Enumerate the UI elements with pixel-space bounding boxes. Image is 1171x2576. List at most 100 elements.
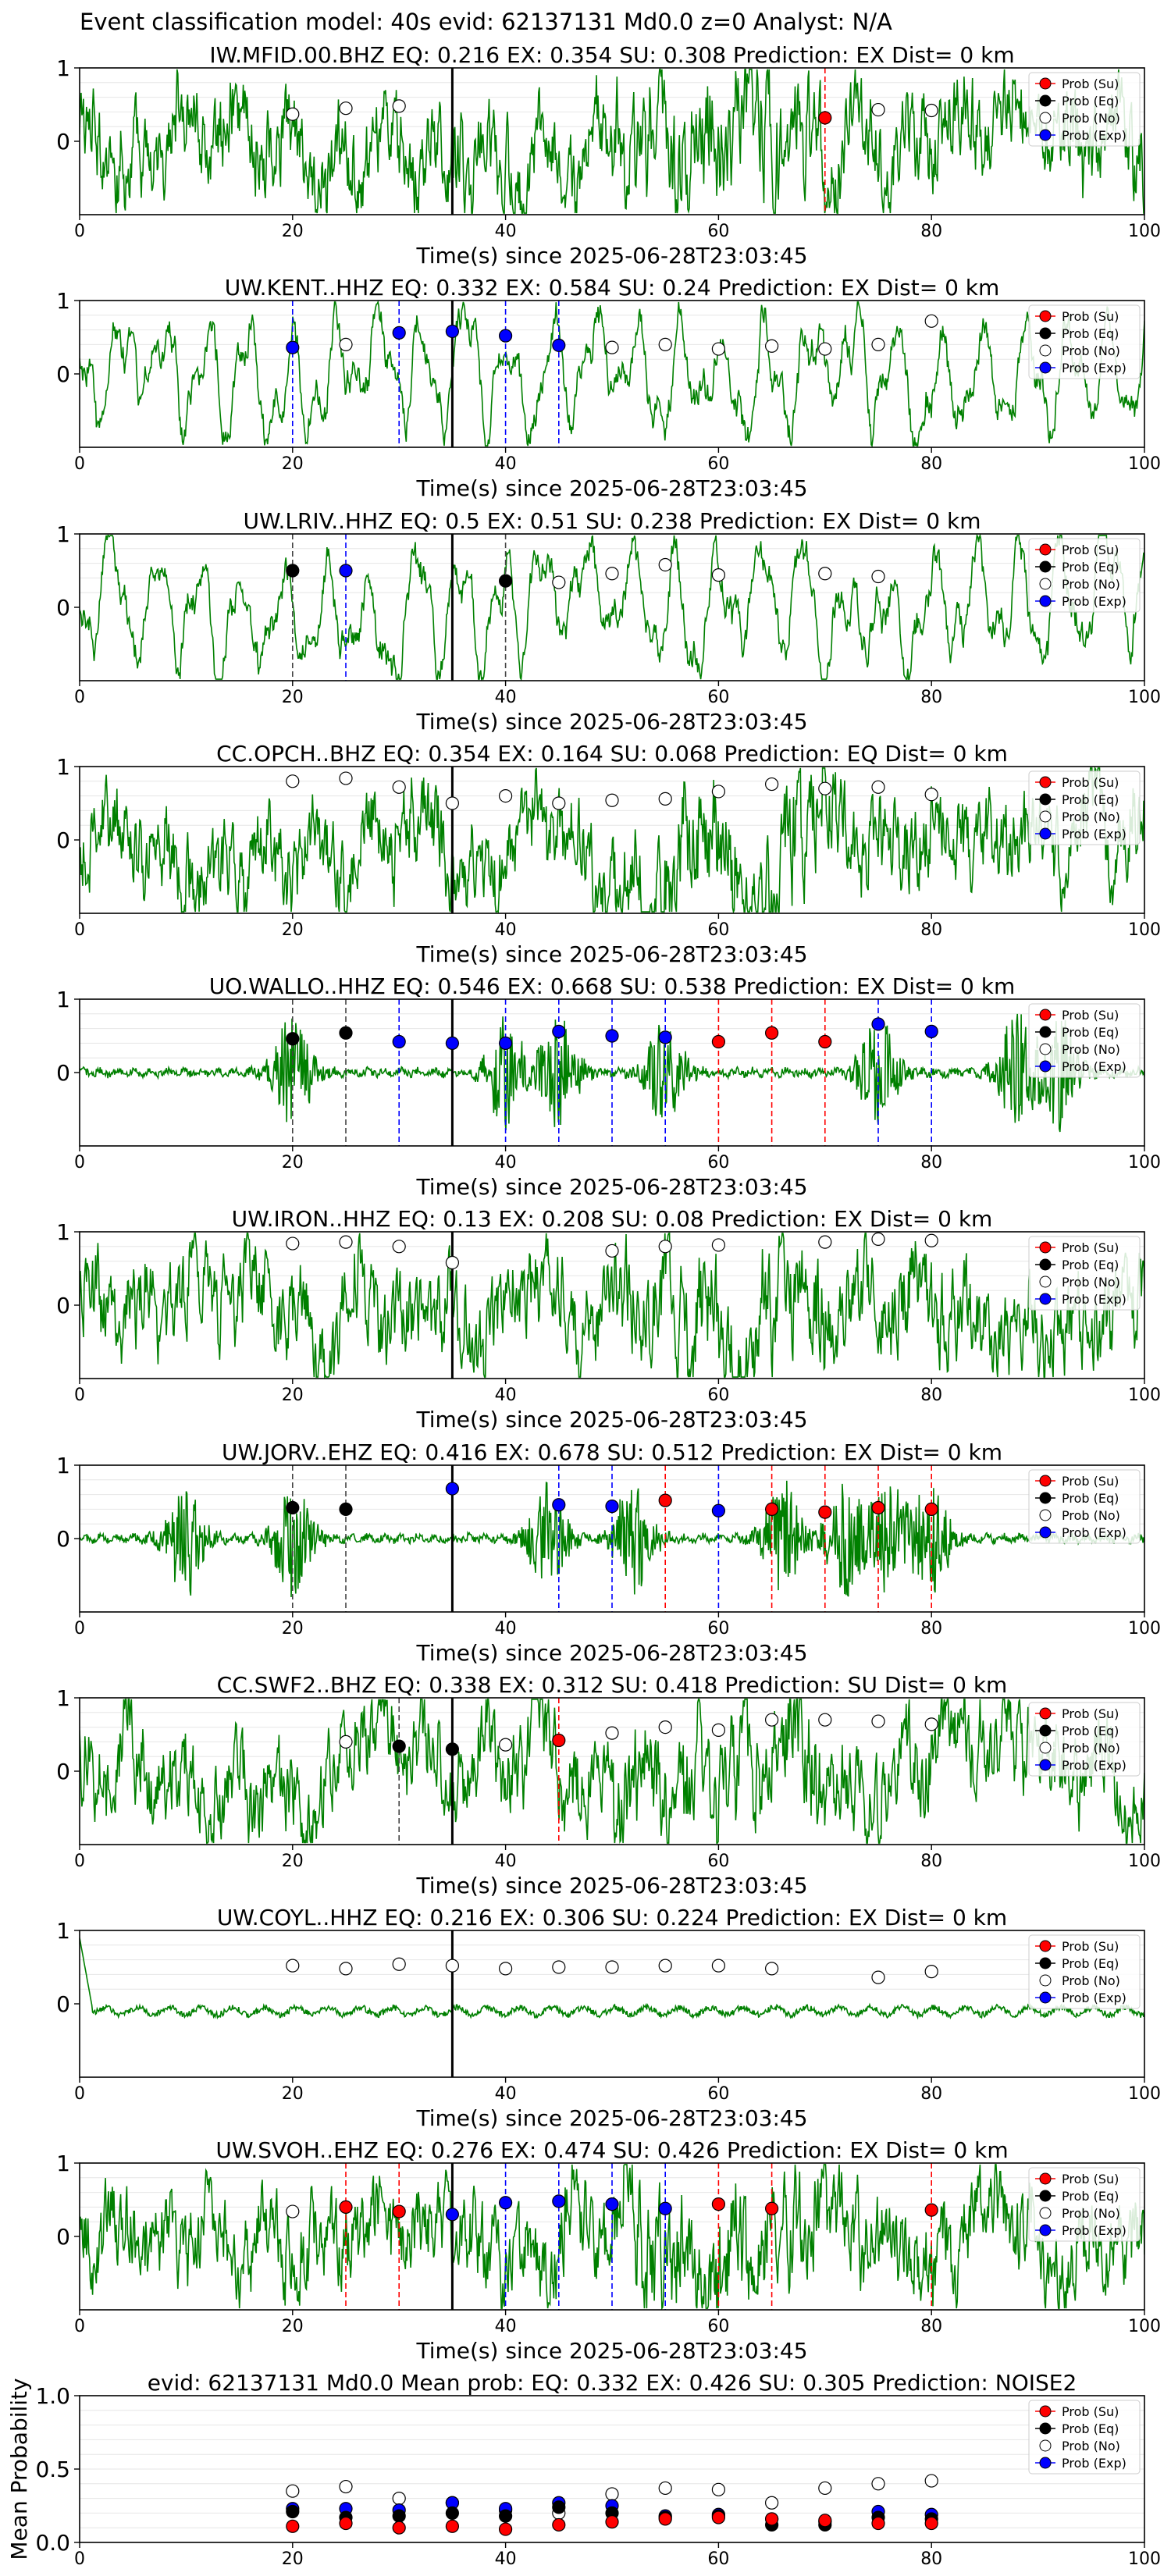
legend-box bbox=[1028, 1469, 1141, 1544]
prob-point-exp bbox=[445, 2208, 460, 2222]
prob-point-no bbox=[339, 1962, 353, 1976]
prob-point-exp bbox=[498, 329, 513, 343]
prob-point-no bbox=[818, 342, 832, 356]
prob-point-su bbox=[339, 2200, 353, 2214]
x-tick-label: 0 bbox=[74, 222, 85, 241]
prob-point-exp bbox=[445, 1036, 460, 1051]
prob-point-no bbox=[818, 1235, 832, 1249]
prob-point-no bbox=[445, 796, 460, 810]
prob-point-no bbox=[605, 1960, 619, 1974]
y-tick-label: 0 bbox=[56, 1759, 70, 1784]
legend-marker-su bbox=[1039, 2172, 1052, 2185]
prob-point-su bbox=[764, 2201, 779, 2215]
x-axis-ticks: 0 20 40 60 80 100 bbox=[74, 681, 1161, 707]
mean-prob-point-su bbox=[498, 2522, 513, 2536]
prob-point-exp bbox=[605, 1500, 619, 1514]
legend-marker-no bbox=[1039, 1276, 1052, 1288]
prob-point-exp bbox=[658, 1030, 672, 1044]
x-tick-label: 80 bbox=[920, 2549, 942, 2569]
legend-label: Prob (Eq) bbox=[1062, 1025, 1119, 1040]
x-axis-ticks: 0 20 40 60 80 100 bbox=[74, 1612, 1161, 1638]
x-tick-label: 80 bbox=[920, 2317, 942, 2336]
mean-prob-point-eq bbox=[445, 2506, 460, 2520]
prob-point-eq bbox=[445, 1742, 460, 1756]
legend-marker-su bbox=[1039, 1707, 1052, 1720]
prob-point-su bbox=[871, 1500, 885, 1515]
y-axis-ticks: 01 bbox=[56, 55, 80, 155]
x-tick-label: 0 bbox=[74, 1852, 85, 1871]
legend-label: Prob (Exp) bbox=[1062, 1059, 1127, 1074]
x-tick-label: 80 bbox=[920, 222, 942, 241]
y-tick-label: 0 bbox=[56, 361, 70, 387]
prob-point-no bbox=[498, 788, 513, 803]
legend-marker-no bbox=[1039, 1043, 1052, 1055]
legend-marker-exp bbox=[1039, 595, 1052, 607]
legend: Prob (Su) Prob (Eq) Prob (No) Prob (Exp) bbox=[1028, 1702, 1141, 1777]
legend: Prob (Su) Prob (Eq) Prob (No) Prob (Exp) bbox=[1028, 1003, 1141, 1078]
prob-point-no bbox=[286, 1236, 300, 1251]
prob-point-su bbox=[392, 2204, 406, 2218]
prob-point-exp bbox=[871, 1017, 885, 1031]
legend-box bbox=[1028, 770, 1141, 845]
prob-point-su bbox=[711, 1034, 726, 1049]
legend-marker-exp bbox=[1039, 827, 1052, 840]
prob-point-no bbox=[339, 101, 353, 116]
prob-point-exp bbox=[552, 338, 566, 352]
x-tick-label: 60 bbox=[707, 1153, 729, 1172]
x-tick-label: 0 bbox=[74, 1153, 85, 1172]
x-tick-label: 80 bbox=[920, 688, 942, 707]
prob-point-no bbox=[871, 780, 885, 794]
prob-point-no bbox=[286, 774, 300, 788]
x-tick-label: 80 bbox=[920, 2084, 942, 2104]
y-tick-label: 0.5 bbox=[35, 2457, 70, 2482]
prob-point-no bbox=[339, 771, 353, 785]
legend-marker-no bbox=[1039, 112, 1052, 124]
mean-prob-point-su bbox=[552, 2517, 566, 2532]
y-axis-ticks: 01 bbox=[56, 754, 80, 853]
x-tick-label: 40 bbox=[495, 688, 517, 707]
prob-point-no bbox=[552, 575, 566, 589]
x-axis-label: Time(s) since 2025-06-28T23:03:45 bbox=[415, 2105, 807, 2131]
legend-label: Prob (Su) bbox=[1062, 2404, 1119, 2419]
y-tick-label: 1 bbox=[56, 521, 70, 547]
prob-point-exp bbox=[924, 1024, 938, 1038]
prob-point-exp bbox=[552, 2194, 566, 2208]
legend-marker-no bbox=[1039, 810, 1052, 823]
legend-label: Prob (Su) bbox=[1062, 543, 1119, 557]
prob-point-no bbox=[924, 314, 938, 328]
x-tick-label: 20 bbox=[282, 688, 304, 707]
x-tick-label: 40 bbox=[495, 2549, 517, 2569]
x-tick-label: 60 bbox=[707, 1619, 729, 1638]
y-tick-label: 0.0 bbox=[35, 2530, 70, 2556]
prob-point-no bbox=[392, 1957, 406, 1971]
waveform-trace bbox=[80, 69, 1144, 215]
prob-point-no bbox=[924, 103, 938, 118]
prob-point-eq bbox=[339, 1502, 353, 1517]
prob-point-no bbox=[711, 568, 726, 582]
mean-prob-point-su bbox=[711, 2510, 726, 2524]
prob-point-no bbox=[339, 1735, 353, 1749]
waveform-trace bbox=[80, 301, 1144, 447]
x-axis-ticks: 0 20 40 60 80 100 bbox=[74, 1845, 1161, 1871]
mean-prob-point-su bbox=[445, 2519, 460, 2533]
waveform-trace bbox=[80, 1698, 1144, 1844]
y-tick-label: 1 bbox=[56, 1219, 70, 1245]
y-axis-ticks: 01 bbox=[56, 2151, 80, 2250]
legend-marker-eq bbox=[1039, 1957, 1052, 1969]
x-tick-label: 40 bbox=[495, 920, 517, 940]
prob-point-no bbox=[924, 788, 938, 802]
mean-prob-point-eq bbox=[392, 2509, 406, 2523]
prob-point-exp bbox=[498, 1036, 513, 1051]
panel-title: UW.JORV..EHZ EQ: 0.416 EX: 0.678 SU: 0.5… bbox=[222, 1439, 1002, 1465]
prob-point-exp bbox=[552, 1498, 566, 1512]
x-tick-label: 20 bbox=[282, 920, 304, 940]
x-tick-label: 100 bbox=[1128, 2317, 1161, 2336]
prob-point-exp bbox=[498, 2196, 513, 2210]
x-tick-label: 100 bbox=[1128, 1619, 1161, 1638]
legend-box bbox=[1028, 304, 1141, 379]
legend: Prob (Su) Prob (Eq) Prob (No) Prob (Exp) bbox=[1028, 770, 1141, 845]
x-tick-label: 40 bbox=[495, 1386, 517, 1405]
mean-prob-point-eq bbox=[498, 2509, 513, 2523]
legend-box bbox=[1028, 72, 1141, 147]
x-tick-label: 20 bbox=[282, 1619, 304, 1638]
